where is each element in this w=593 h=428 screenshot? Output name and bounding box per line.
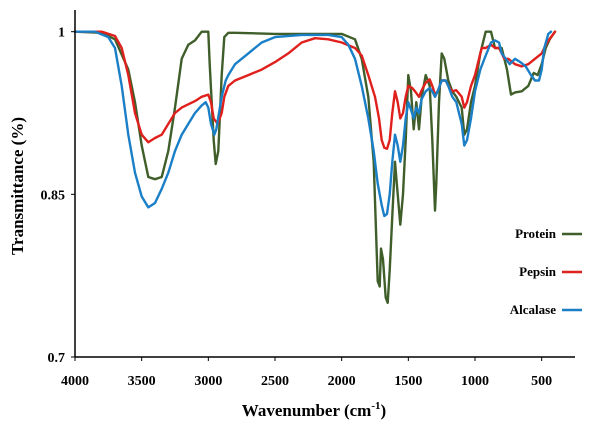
x-tick-label: 1000 <box>461 374 489 389</box>
x-tick-label: 4000 <box>61 374 89 389</box>
x-axis-title: Wavenumber (cm-1) <box>242 400 386 420</box>
legend-label-alcalase: Alcalase <box>510 302 556 317</box>
series-line-alcalase <box>73 30 553 218</box>
legend: Protein Pepsin Alcalase <box>510 226 582 317</box>
x-tick-labels: 4000 3500 3000 2500 2000 1500 1000 500 <box>61 357 552 389</box>
series-line-protein <box>73 30 557 304</box>
x-axis-title-tail: ) <box>381 401 387 420</box>
x-tick-label: 3000 <box>194 374 222 389</box>
y-tick-label: 0.85 <box>41 188 66 203</box>
legend-label-protein: Protein <box>515 226 557 241</box>
series-group <box>73 30 557 304</box>
x-tick-label: 3500 <box>128 374 156 389</box>
x-axis-title-superscript: -1 <box>371 400 380 412</box>
y-tick-label: 0.7 <box>48 351 66 366</box>
x-tick-label: 2500 <box>261 374 289 389</box>
x-tick-label: 500 <box>531 374 552 389</box>
y-tick-label: 1 <box>58 26 65 41</box>
legend-label-pepsin: Pepsin <box>519 264 557 279</box>
y-tick-labels: 1 0.85 0.7 <box>41 26 75 366</box>
x-tick-label: 1500 <box>394 374 422 389</box>
axes-group <box>74 10 575 358</box>
y-axis-title: Transmittance (%) <box>8 117 27 255</box>
series-line-pepsin <box>73 30 557 150</box>
x-tick-label: 2000 <box>328 374 356 389</box>
